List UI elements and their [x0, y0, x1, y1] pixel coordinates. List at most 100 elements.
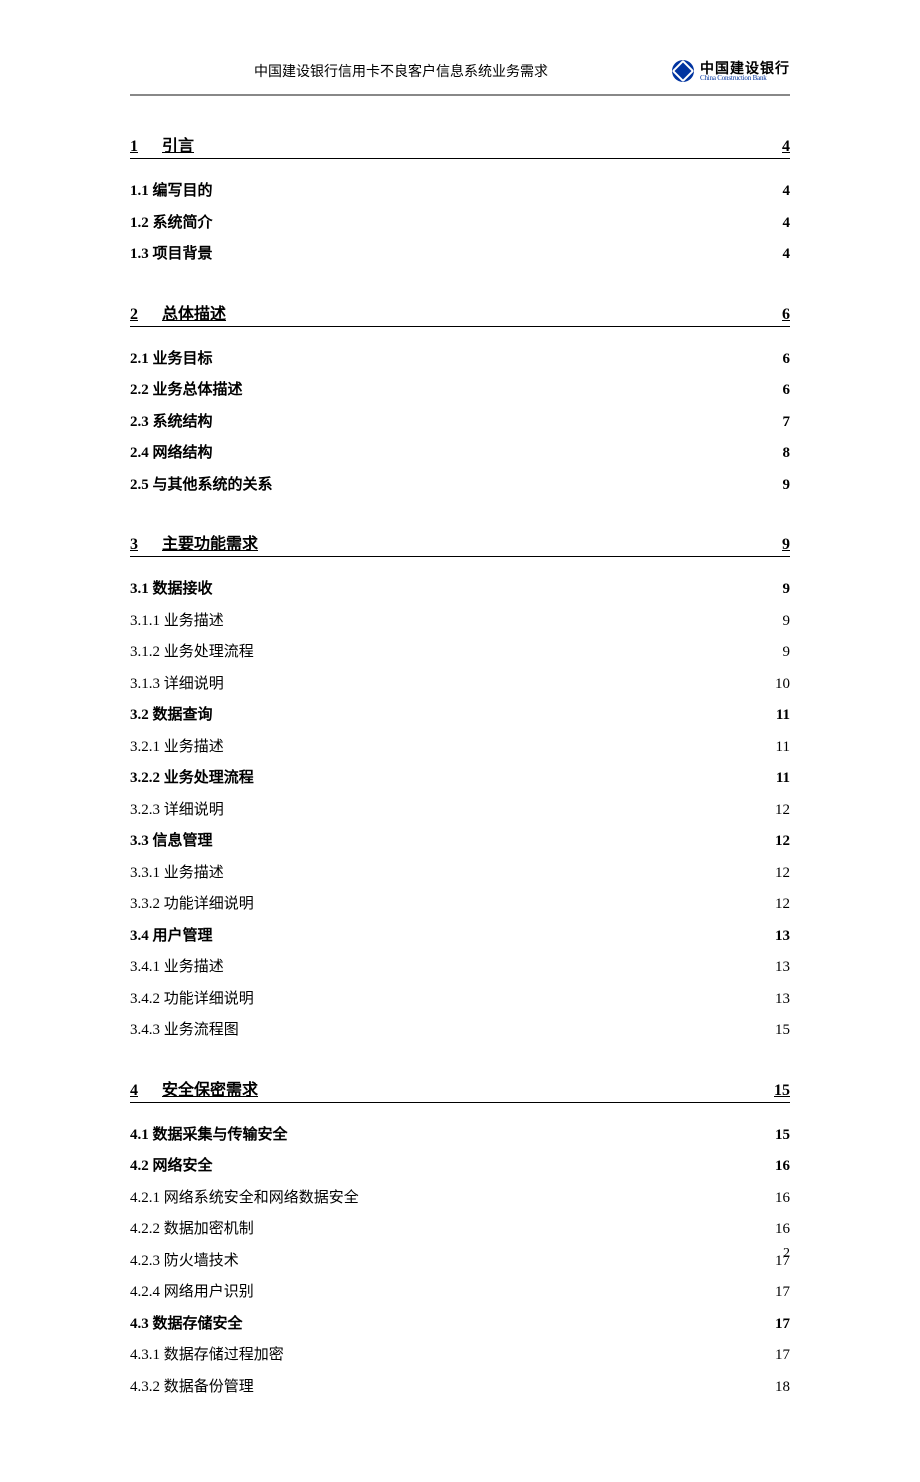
toc-entry-page: 13	[775, 924, 790, 950]
toc-heading-num: 2	[130, 306, 162, 324]
page-header: 中国建设银行信用卡不良客户信息系统业务需求 中国建设银行 China Const…	[130, 60, 790, 86]
toc-entry-label: 3.2.3 详细说明	[130, 798, 224, 824]
toc-entry-label: 3.2 数据查询	[130, 703, 213, 729]
toc-section-heading: 4安全保密需求15	[130, 1076, 790, 1103]
header-title: 中国建设银行信用卡不良客户信息系统业务需求	[130, 61, 672, 81]
toc-entry: 4.2.2 数据加密机制 16	[130, 1217, 790, 1243]
toc-entries: 1.1 编写目的 4 1.2 系统简介4 1.3 项目背景 4	[130, 179, 790, 268]
toc-entry-page: 12	[775, 798, 790, 824]
toc-entry: 4.1 数据采集与传输安全 15	[130, 1123, 790, 1149]
toc-entry-page: 12	[775, 829, 790, 855]
toc-entry-page: 6	[783, 378, 791, 404]
toc-entry-page: 10	[775, 672, 790, 698]
toc-entry: 3.4 用户管理 13	[130, 924, 790, 950]
toc-entry-label: 2.5 与其他系统的关系	[130, 473, 273, 499]
toc-entries: 3.1 数据接收93.1.1 业务描述93.1.2 业务处理流程93.1.3 详…	[130, 577, 790, 1044]
toc-entry: 3.1.1 业务描述 9	[130, 609, 790, 635]
toc-entry-label: 3.3.2 功能详细说明	[130, 892, 254, 918]
toc-entry: 3.1.3 详细说明 10	[130, 672, 790, 698]
toc-heading-num: 3	[130, 536, 162, 554]
toc-entry-label: 1.3 项目背景	[130, 242, 213, 268]
toc-entry: 1.1 编写目的 4	[130, 179, 790, 205]
toc-entry: 3.3.1 业务描述12	[130, 861, 790, 887]
toc-entry-label: 1.2 系统简介	[130, 211, 213, 237]
toc-entry-page: 13	[775, 955, 790, 981]
toc-entry: 3.2.1 业务描述11	[130, 735, 790, 761]
toc-section: 2总体描述62.1 业务目标62.2 业务总体描述62.3 系统结构72.4 网…	[130, 300, 790, 499]
toc-section-heading: 3主要功能需求9	[130, 530, 790, 557]
toc-heading-title: 引言	[162, 132, 782, 156]
toc-entry: 3.4.2 功能详细说明 13	[130, 987, 790, 1013]
toc-entry-label: 4.3.1 数据存储过程加密	[130, 1343, 284, 1369]
toc-heading-num: 1	[130, 138, 162, 156]
header-divider	[130, 94, 790, 96]
toc-entry-page: 15	[775, 1018, 790, 1044]
toc-entry: 4.3.1 数据存储过程加密17	[130, 1343, 790, 1369]
toc-entry-label: 3.2.1 业务描述	[130, 735, 224, 761]
toc-section-heading: 1引言4	[130, 132, 790, 159]
toc-entry-page: 4	[783, 179, 791, 205]
toc-entry: 2.5 与其他系统的关系 9	[130, 473, 790, 499]
toc-section: 1引言41.1 编写目的41.2 系统简介41.3 项目背景4	[130, 132, 790, 268]
toc-entry-label: 4.3 数据存储安全	[130, 1312, 243, 1338]
toc-entry-label: 1.1 编写目的	[130, 179, 213, 205]
toc-entry-label: 2.3 系统结构	[130, 410, 213, 436]
toc-entry-page: 16	[775, 1154, 790, 1180]
toc-entry-label: 2.4 网络结构	[130, 441, 213, 467]
toc-entry: 3.2.3 详细说明 12	[130, 798, 790, 824]
logo-cn: 中国建设银行	[700, 61, 790, 75]
toc-entry-page: 13	[775, 987, 790, 1013]
toc-entry-label: 2.1 业务目标	[130, 347, 213, 373]
toc-entry-label: 2.2 业务总体描述	[130, 378, 243, 404]
logo-text: 中国建设银行 China Construction Bank	[700, 61, 790, 82]
toc-entry: 4.3.2 数据备份管理18	[130, 1375, 790, 1401]
toc-entry-label: 3.1.1 业务描述	[130, 609, 224, 635]
toc-entries: 2.1 业务目标62.2 业务总体描述62.3 系统结构72.4 网络结构82.…	[130, 347, 790, 499]
toc-entry-page: 9	[783, 473, 791, 499]
table-of-contents: 1引言41.1 编写目的41.2 系统简介41.3 项目背景42总体描述62.1…	[130, 132, 790, 1400]
toc-entry-page: 9	[783, 640, 791, 666]
toc-entry: 2.3 系统结构 7	[130, 410, 790, 436]
toc-entry-page: 18	[775, 1375, 790, 1401]
toc-heading-page: 9	[782, 536, 790, 554]
toc-entry-label: 4.2.2 数据加密机制	[130, 1217, 254, 1243]
toc-entry-page: 12	[775, 861, 790, 887]
toc-entry-label: 3.4.3 业务流程图	[130, 1018, 239, 1044]
toc-entry-page: 17	[775, 1312, 790, 1338]
toc-entry: 2.1 业务目标6	[130, 347, 790, 373]
toc-entry-page: 16	[775, 1217, 790, 1243]
toc-entry: 3.1.2 业务处理流程 9	[130, 640, 790, 666]
toc-entry-label: 4.1 数据采集与传输安全	[130, 1123, 288, 1149]
toc-heading-title: 总体描述	[162, 300, 782, 324]
toc-heading-num: 4	[130, 1082, 162, 1100]
logo-en: China Construction Bank	[700, 75, 790, 82]
toc-entry-label: 3.1.2 业务处理流程	[130, 640, 254, 666]
toc-section-heading: 2总体描述6	[130, 300, 790, 327]
toc-heading-title: 安全保密需求	[162, 1076, 774, 1100]
toc-entry-label: 3.1.3 详细说明	[130, 672, 224, 698]
toc-entry-page: 7	[783, 410, 791, 436]
toc-entry: 3.2.2 业务处理流程11	[130, 766, 790, 792]
toc-entries: 4.1 数据采集与传输安全154.2 网络安全164.2.1 网络系统安全和网络…	[130, 1123, 790, 1401]
toc-entry-page: 4	[783, 242, 791, 268]
toc-entry: 3.4.3 业务流程图 15	[130, 1018, 790, 1044]
toc-entry: 1.3 项目背景 4	[130, 242, 790, 268]
toc-heading-page: 4	[782, 138, 790, 156]
toc-entry: 3.3 信息管理12	[130, 829, 790, 855]
toc-heading-page: 6	[782, 306, 790, 324]
toc-entry: 1.2 系统简介4	[130, 211, 790, 237]
document-page: 中国建设银行信用卡不良客户信息系统业务需求 中国建设银行 China Const…	[0, 0, 920, 1482]
page-number: 2	[783, 1246, 790, 1262]
toc-entry-label: 3.1 数据接收	[130, 577, 213, 603]
toc-entry: 3.2 数据查询11	[130, 703, 790, 729]
toc-entry-label: 3.2.2 业务处理流程	[130, 766, 254, 792]
toc-entry-page: 9	[783, 609, 791, 635]
toc-entry-page: 15	[775, 1123, 790, 1149]
toc-entry-label: 4.2 网络安全	[130, 1154, 213, 1180]
toc-entry-label: 3.4 用户管理	[130, 924, 213, 950]
toc-entry-page: 12	[775, 892, 790, 918]
toc-entry: 4.2 网络安全 16	[130, 1154, 790, 1180]
toc-entry-label: 3.4.2 功能详细说明	[130, 987, 254, 1013]
toc-heading-title: 主要功能需求	[162, 530, 782, 554]
toc-entry: 2.4 网络结构8	[130, 441, 790, 467]
